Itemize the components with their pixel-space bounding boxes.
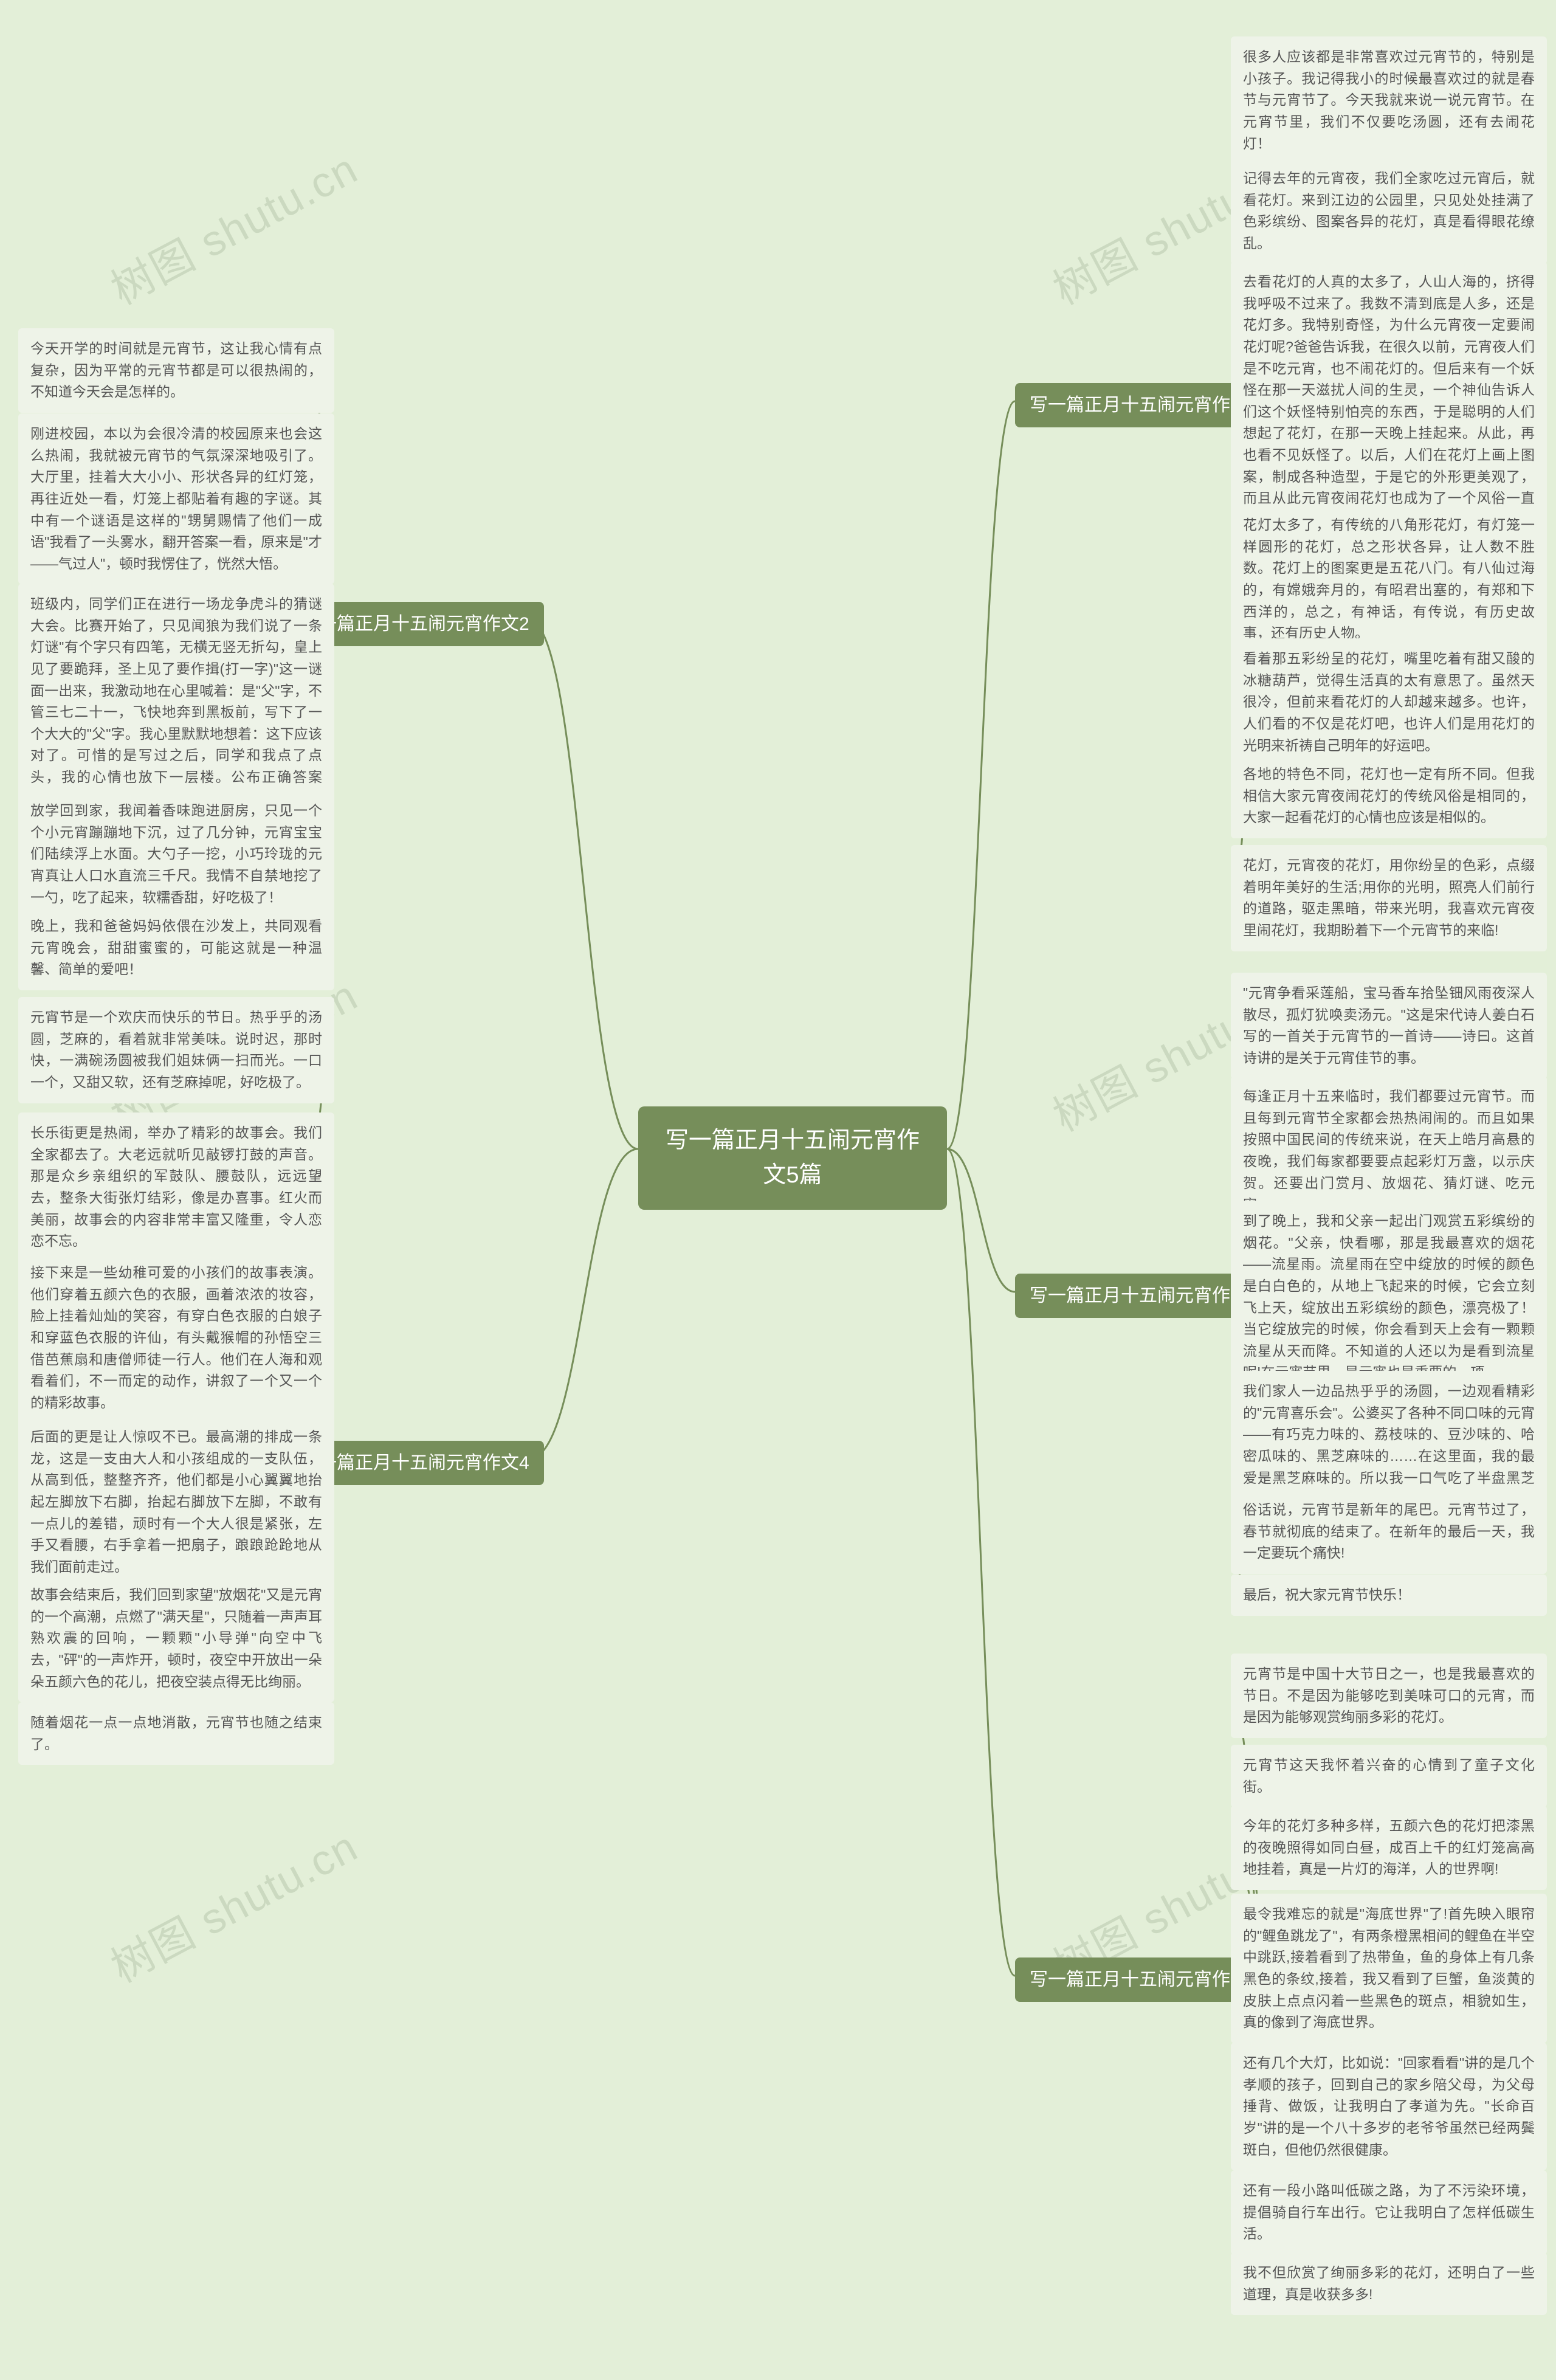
leaf-text: 元宵节这天我怀着兴奋的心情到了童子文化街。 xyxy=(1243,1757,1535,1795)
leaf-text: 每逢正月十五来临时，我们都要过元宵节。而且每到元宵节全家都会热热闹闹的。而且如果… xyxy=(1243,1088,1535,1212)
leaf-node: 放学回到家，我闻着香味跑进厨房，只见一个个小元宵蹦蹦地下沉，过了几分钟，元宵宝宝… xyxy=(18,790,334,918)
leaf-node: 最令我难忘的就是"海底世界"了!首先映入眼帘的"鲤鱼跳龙了"，有两条橙黑相间的鲤… xyxy=(1231,1894,1547,2043)
leaf-text: 晚上，我和爸爸妈妈依偎在沙发上，共同观看元宵晚会，甜甜蜜蜜的，可能这就是一种温馨… xyxy=(30,918,322,977)
leaf-node: "元宵争看采莲船，宝马香车拾坠钿风雨夜深人散尽，孤灯犹唤卖汤元。"这是宋代诗人姜… xyxy=(1231,973,1547,1079)
leaf-node: 花灯，元宵夜的花灯，用你纷呈的色彩，点缀着明年美好的生活;用你的光明，照亮人们前… xyxy=(1231,845,1547,951)
edge xyxy=(947,1149,1015,1976)
edge xyxy=(529,620,638,1149)
branch-label: 写一篇正月十五闹元宵作文1 xyxy=(1030,395,1259,415)
leaf-node: 元宵节是中国十大节日之一，也是我最喜欢的节日。不是因为能够吃到美味可口的元宵，而… xyxy=(1231,1654,1547,1738)
leaf-node: 元宵节这天我怀着兴奋的心情到了童子文化街。 xyxy=(1231,1745,1547,1807)
leaf-text: 最后，祝大家元宵节快乐！ xyxy=(1243,1587,1411,1602)
root-text: 写一篇正月十五闹元宵作文5篇 xyxy=(666,1128,920,1188)
leaf-text: 记得去年的元宵夜，我们全家吃过元宵后，就看花灯。来到江边的公园里，只见处处挂满了… xyxy=(1243,170,1535,251)
leaf-node: 今天开学的时间就是元宵节，这让我心情有点复杂，因为平常的元宵节都是可以很热闹的，… xyxy=(18,328,334,413)
leaf-node: 各地的特色不同，花灯也一定有所不同。但我相信大家元宵夜闹花灯的传统风俗是相同的，… xyxy=(1231,754,1547,838)
watermark: 树图 shutu.cn xyxy=(99,1813,367,1995)
leaf-node: 还有几个大灯，比如说："回家看看"讲的是几个孝顺的孩子，回到自己的家乡陪父母，为… xyxy=(1231,2043,1547,2170)
leaf-text: 我不但欣赏了绚丽多彩的花灯，还明白了一些道理，真是收获多多! xyxy=(1243,2264,1535,2302)
edge xyxy=(947,401,1015,1149)
leaf-node: 看着那五彩纷呈的花灯，嘴里吃着有甜又酸的冰糖葫芦，觉得生活真的太有意思了。虽然天… xyxy=(1231,638,1547,766)
edge xyxy=(947,1149,1015,1292)
leaf-node: 接下来是一些幼稚可爱的小孩们的故事表演。他们穿着五颜六色的衣服，画着浓浓的妆容，… xyxy=(18,1252,334,1423)
leaf-node: 还有一段小路叫低碳之路，为了不污染环境，提倡骑自行车出行。它让我明白了怎样低碳生… xyxy=(1231,2170,1547,2255)
leaf-node: 长乐街更是热闹，举办了精彩的故事会。我们全家都去了。大老远就听见敲锣打鼓的声音。… xyxy=(18,1112,334,1262)
leaf-node: 花灯太多了，有传统的八角形花灯，有灯笼一样圆形的花灯，总之形状各异，让人数不胜数… xyxy=(1231,505,1547,654)
leaf-text: 接下来是一些幼稚可爱的小孩们的故事表演。他们穿着五颜六色的衣服，画着浓浓的妆容，… xyxy=(30,1264,322,1410)
leaf-text: 今天开学的时间就是元宵节，这让我心情有点复杂，因为平常的元宵节都是可以很热闹的，… xyxy=(30,340,322,399)
leaf-text: 俗话说，元宵节是新年的尾巴。元宵节过了，春节就彻底的结束了。在新年的最后一天，我… xyxy=(1243,1502,1535,1561)
leaf-node: 故事会结束后，我们回到家望"放烟花"又是元宵的一个高潮，点燃了"满天星"，只随着… xyxy=(18,1575,334,1702)
leaf-text: 随着烟花一点一点地消散，元宵节也随之结束了。 xyxy=(30,1714,322,1752)
leaf-text: 还有几个大灯，比如说："回家看看"讲的是几个孝顺的孩子，回到自己的家乡陪父母，为… xyxy=(1243,2055,1535,2158)
leaf-text: 元宵节是一个欢庆而快乐的节日。热乎乎的汤圆，芝麻的，看着就非常美味。说时迟，那时… xyxy=(30,1009,322,1090)
edge xyxy=(529,1149,638,1459)
leaf-text: 后面的更是让人惊叹不已。最高潮的排成一条龙，这是一支由大人和小孩组成的一支队伍，… xyxy=(30,1429,322,1575)
leaf-node: 我不但欣赏了绚丽多彩的花灯，还明白了一些道理，真是收获多多! xyxy=(1231,2252,1547,2315)
leaf-node: 很多人应该都是非常喜欢过元宵节的，特别是小孩子。我记得我小的时候最喜欢过的就是春… xyxy=(1231,36,1547,164)
leaf-text: 我们家人一边品热乎乎的汤圆，一边观看精彩的"元宵喜乐会"。公婆买了各种不同口味的… xyxy=(1243,1383,1535,1507)
leaf-node: 晚上，我和爸爸妈妈依偎在沙发上，共同观看元宵晚会，甜甜蜜蜜的，可能这就是一种温馨… xyxy=(18,906,334,990)
leaf-node: 到了晚上，我和父亲一起出门观赏五彩缤纷的烟花。"父亲，快看哪，那是我最喜欢的烟花… xyxy=(1231,1201,1547,1393)
leaf-node: 后面的更是让人惊叹不已。最高潮的排成一条龙，这是一支由大人和小孩组成的一支队伍，… xyxy=(18,1416,334,1587)
branch-label: 写一篇正月十五闹元宵作文4 xyxy=(300,1453,529,1473)
leaf-node: 刚进校园，本以为会很冷清的校园原来也会这么热闹，我就被元宵节的气氛深深地吸引了。… xyxy=(18,413,334,584)
leaf-text: 花灯太多了，有传统的八角形花灯，有灯笼一样圆形的花灯，总之形状各异，让人数不胜数… xyxy=(1243,517,1535,641)
leaf-text: 到了晚上，我和父亲一起出门观赏五彩缤纷的烟花。"父亲，快看哪，那是我最喜欢的烟花… xyxy=(1243,1213,1535,1380)
leaf-node: 最后，祝大家元宵节快乐！ xyxy=(1231,1575,1547,1616)
leaf-text: 长乐街更是热闹，举办了精彩的故事会。我们全家都去了。大老远就听见敲锣打鼓的声音。… xyxy=(30,1125,322,1249)
leaf-text: 放学回到家，我闻着香味跑进厨房，只见一个个小元宵蹦蹦地下沉，过了几分钟，元宵宝宝… xyxy=(30,802,322,905)
root-node: 写一篇正月十五闹元宵作文5篇 xyxy=(638,1106,947,1210)
leaf-text: 元宵节是中国十大节日之一，也是我最喜欢的节日。不是因为能够吃到美味可口的元宵，而… xyxy=(1243,1666,1535,1725)
watermark: 树图 shutu.cn xyxy=(99,135,367,317)
leaf-node: 俗话说，元宵节是新年的尾巴。元宵节过了，春节就彻底的结束了。在新年的最后一天，我… xyxy=(1231,1489,1547,1574)
leaf-text: "元宵争看采莲船，宝马香车拾坠钿风雨夜深人散尽，孤灯犹唤卖汤元。"这是宋代诗人姜… xyxy=(1243,985,1535,1066)
leaf-text: 很多人应该都是非常喜欢过元宵节的，特别是小孩子。我记得我小的时候最喜欢过的就是春… xyxy=(1243,49,1535,151)
leaf-text: 故事会结束后，我们回到家望"放烟花"又是元宵的一个高潮，点燃了"满天星"，只随着… xyxy=(30,1587,322,1689)
leaf-text: 还有一段小路叫低碳之路，为了不污染环境，提倡骑自行车出行。它让我明白了怎样低碳生… xyxy=(1243,2182,1535,2241)
leaf-text: 花灯，元宵夜的花灯，用你纷呈的色彩，点缀着明年美好的生活;用你的光明，照亮人们前… xyxy=(1243,857,1535,938)
leaf-node: 元宵节是一个欢庆而快乐的节日。热乎乎的汤圆，芝麻的，看着就非常美味。说时迟，那时… xyxy=(18,997,334,1103)
leaf-node: 随着烟花一点一点地消散，元宵节也随之结束了。 xyxy=(18,1702,334,1765)
leaf-text: 最令我难忘的就是"海底世界"了!首先映入眼帘的"鲤鱼跳龙了"，有两条橙黑相间的鲤… xyxy=(1243,1906,1535,2030)
leaf-text: 看着那五彩纷呈的花灯，嘴里吃着有甜又酸的冰糖葫芦，觉得生活真的太有意思了。虽然天… xyxy=(1243,650,1535,753)
leaf-text: 今年的花灯多种多样，五颜六色的花灯把漆黑的夜晚照得如同白昼，成百上千的红灯笼高高… xyxy=(1243,1818,1535,1877)
leaf-text: 各地的特色不同，花灯也一定有所不同。但我相信大家元宵夜闹花灯的传统风俗是相同的，… xyxy=(1243,766,1535,825)
leaf-text: 刚进校园，本以为会很冷清的校园原来也会这么热闹，我就被元宵节的气氛深深地吸引了。… xyxy=(30,426,322,571)
branch-label: 写一篇正月十五闹元宵作文2 xyxy=(300,614,529,634)
leaf-node: 记得去年的元宵夜，我们全家吃过元宵后，就看花灯。来到江边的公园里，只见处处挂满了… xyxy=(1231,158,1547,264)
branch-label: 写一篇正月十五闹元宵作文3 xyxy=(1030,1286,1259,1306)
leaf-node: 今年的花灯多种多样，五颜六色的花灯把漆黑的夜晚照得如同白昼，成百上千的红灯笼高高… xyxy=(1231,1806,1547,1890)
branch-label: 写一篇正月十五闹元宵作文5 xyxy=(1030,1970,1259,1990)
